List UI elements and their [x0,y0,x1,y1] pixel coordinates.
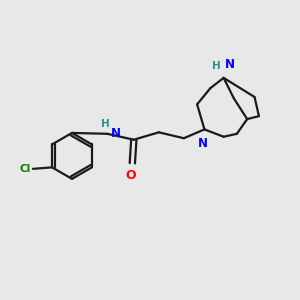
Text: N: N [198,137,208,150]
Text: N: N [111,127,121,140]
Text: H: H [212,61,221,71]
Text: H: H [101,119,110,129]
Text: N: N [225,58,235,71]
Text: O: O [126,169,136,182]
Text: Cl: Cl [19,164,31,174]
